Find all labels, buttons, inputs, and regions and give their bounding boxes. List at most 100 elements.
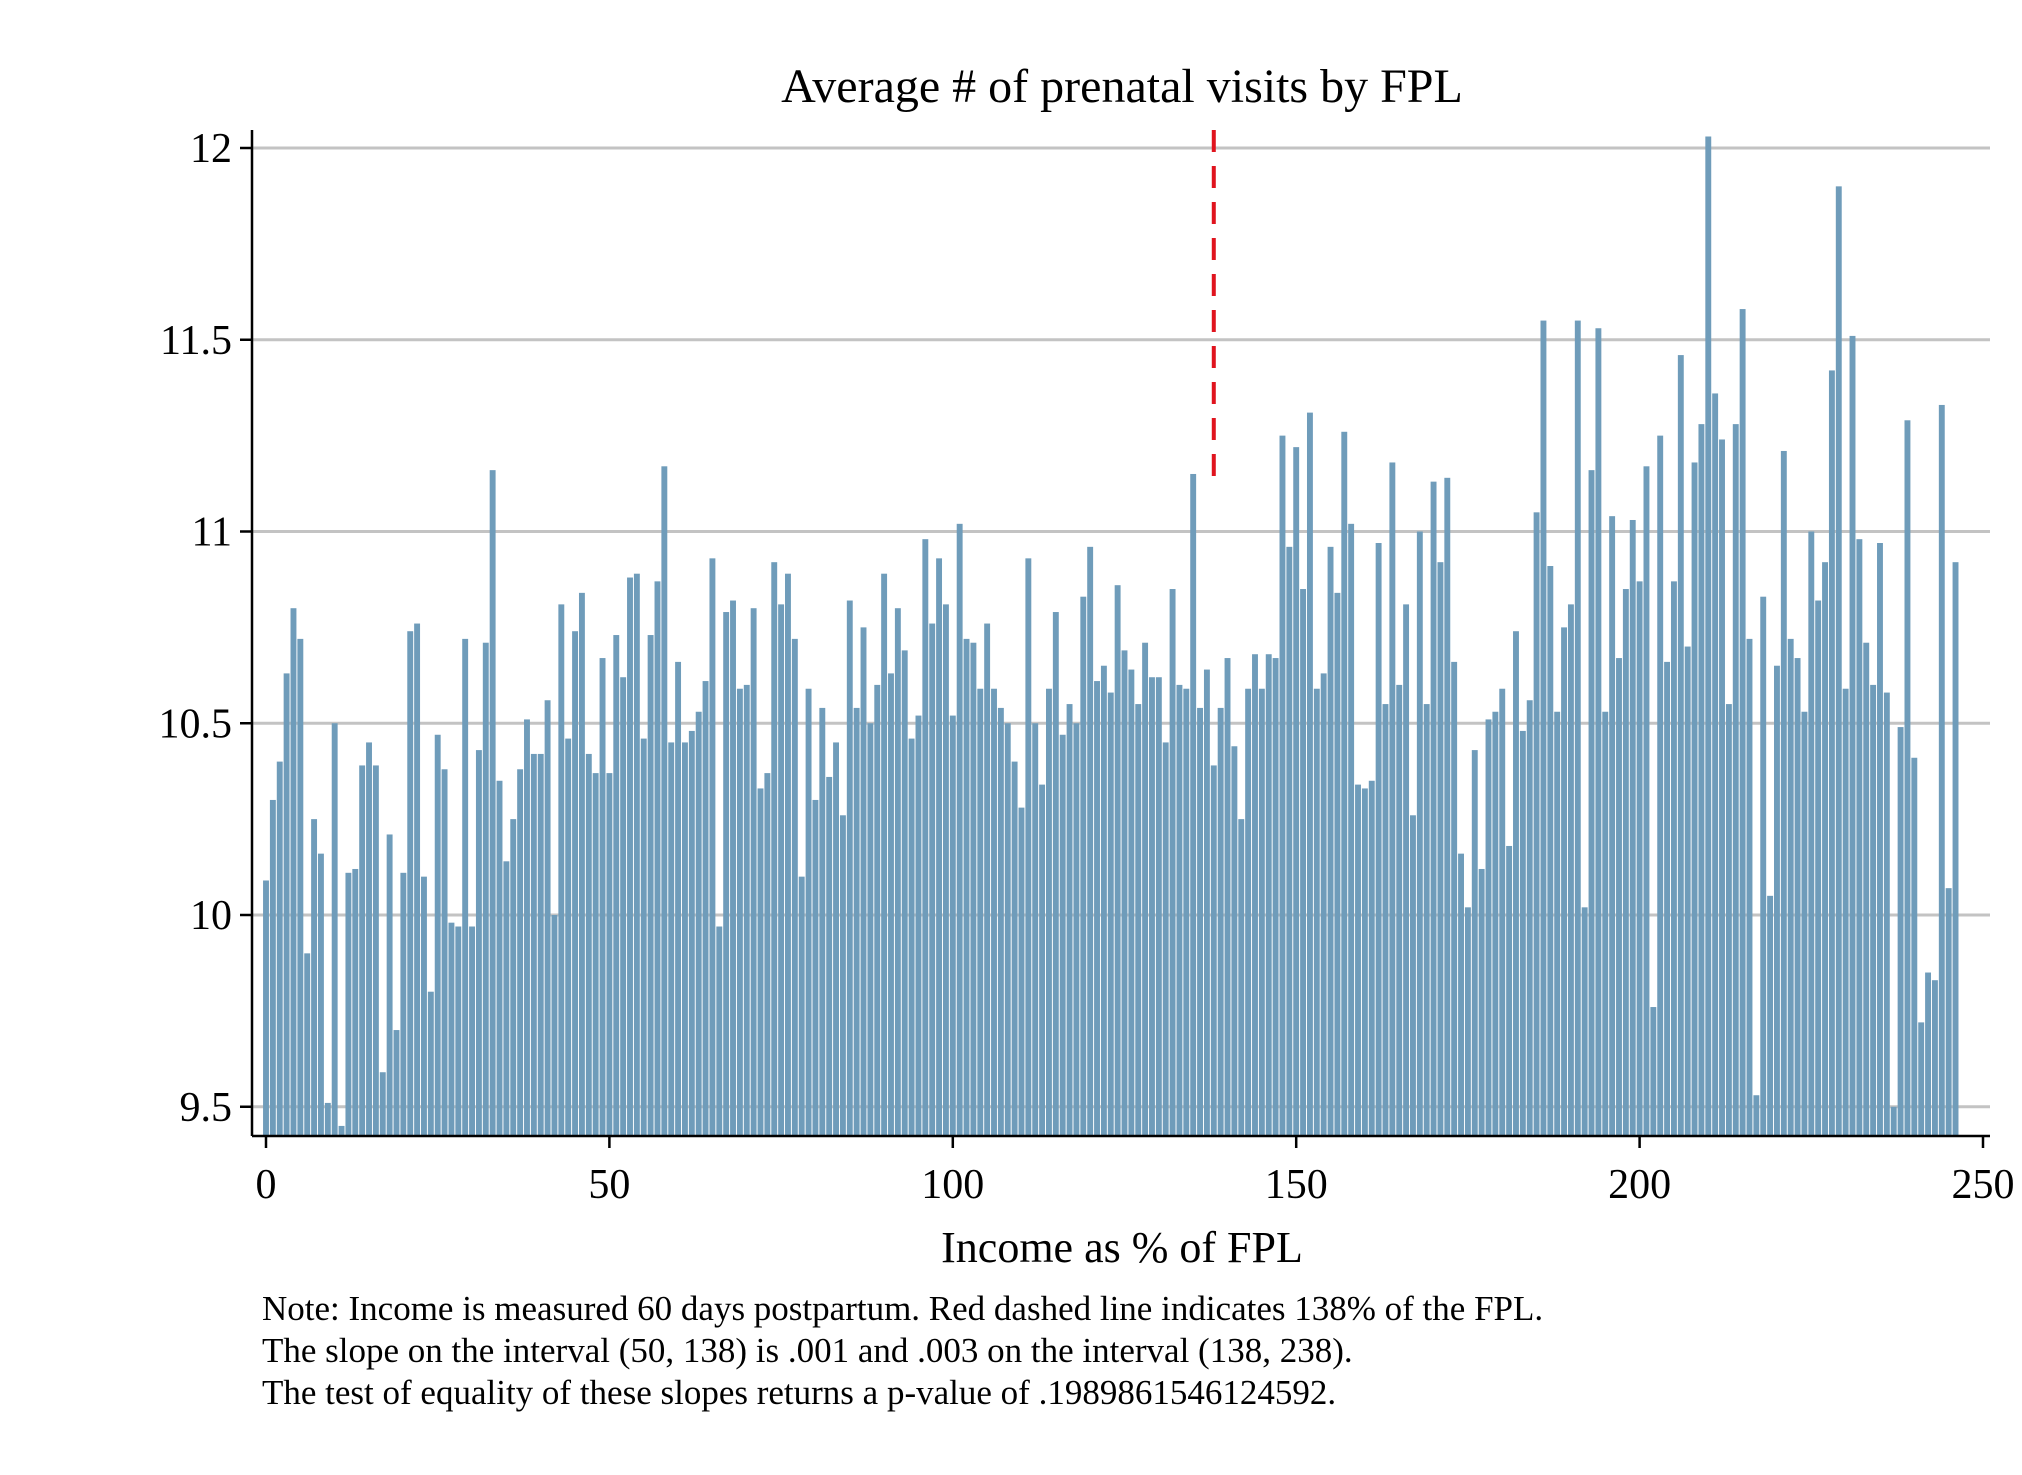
bar — [1252, 654, 1258, 1136]
bar — [1100, 665, 1107, 1136]
bar — [977, 688, 984, 1136]
bar — [565, 738, 572, 1136]
bar — [379, 1072, 386, 1136]
bar — [1176, 684, 1183, 1136]
bar — [317, 853, 324, 1136]
bar — [723, 612, 730, 1136]
bar — [1162, 742, 1169, 1136]
bar — [1396, 684, 1403, 1136]
bar — [1080, 596, 1087, 1136]
bar — [1107, 692, 1114, 1136]
bar — [592, 773, 599, 1136]
bar — [1313, 688, 1320, 1136]
bars — [263, 136, 1959, 1137]
bar — [929, 623, 936, 1136]
x-axis-label: Income as % of FPL — [941, 1223, 1303, 1272]
bar — [1416, 531, 1423, 1136]
x-tick-label: 50 — [588, 1162, 630, 1208]
bar — [1478, 868, 1485, 1136]
bar — [668, 742, 675, 1136]
bar — [1725, 704, 1732, 1136]
bar — [1430, 481, 1437, 1136]
bar — [1306, 412, 1313, 1136]
bar — [785, 573, 791, 1136]
bar — [1499, 688, 1506, 1136]
bar — [469, 926, 475, 1136]
bar — [1451, 661, 1458, 1136]
bar — [798, 876, 805, 1136]
bar — [585, 753, 592, 1136]
bar — [819, 707, 826, 1136]
bar — [984, 623, 991, 1136]
bar — [661, 466, 668, 1136]
bar — [1444, 477, 1451, 1136]
bar — [1760, 596, 1767, 1136]
bar — [606, 773, 613, 1136]
bar — [448, 922, 455, 1136]
bar — [1320, 673, 1327, 1136]
bar — [839, 815, 846, 1136]
bar — [338, 1125, 345, 1136]
bar — [812, 799, 819, 1136]
bar — [1334, 592, 1341, 1136]
bar — [1094, 681, 1100, 1136]
bar — [400, 872, 407, 1136]
bar — [1540, 320, 1547, 1136]
bar — [805, 688, 812, 1136]
bar — [304, 953, 311, 1136]
bar — [297, 638, 304, 1136]
bar — [1382, 704, 1389, 1136]
bar — [1629, 519, 1636, 1136]
bar — [647, 635, 654, 1136]
y-tick-label: 10 — [190, 893, 232, 939]
bar — [1052, 612, 1059, 1136]
chart-title: Average # of prenatal visits by FPL — [781, 60, 1463, 113]
bar — [949, 715, 956, 1136]
bar — [517, 769, 524, 1136]
bar — [1300, 589, 1307, 1136]
note-line-3: The test of equality of these slopes ret… — [262, 1373, 1337, 1412]
bar — [421, 876, 427, 1136]
note-line-1: Note: Income is measured 60 days postpar… — [262, 1289, 1544, 1328]
bar — [956, 523, 963, 1136]
bar — [1835, 186, 1842, 1137]
bar — [386, 834, 393, 1136]
bar — [997, 707, 1004, 1136]
bar — [1327, 546, 1334, 1136]
bar — [1952, 562, 1959, 1136]
bar — [1039, 784, 1046, 1136]
bar — [1403, 604, 1410, 1136]
bar — [1231, 746, 1238, 1136]
bar — [1361, 788, 1368, 1136]
bar — [846, 600, 853, 1136]
bar — [496, 780, 503, 1136]
bar — [1128, 669, 1135, 1136]
bar — [1142, 642, 1149, 1136]
bar — [1767, 895, 1774, 1136]
bar — [1877, 543, 1883, 1136]
bar — [1753, 1095, 1760, 1136]
y-tick-label: 9.5 — [180, 1085, 233, 1131]
bar — [1485, 719, 1492, 1136]
bar — [1210, 765, 1217, 1136]
bar — [702, 681, 709, 1136]
bar — [633, 573, 640, 1136]
y-tick-label: 10.5 — [159, 701, 233, 747]
bar — [1581, 907, 1588, 1136]
axes — [250, 130, 1990, 1138]
bar — [283, 673, 290, 1136]
bar — [716, 926, 723, 1136]
bar — [1059, 734, 1066, 1136]
bar — [1265, 654, 1272, 1136]
bar — [1025, 558, 1032, 1136]
bar — [1636, 581, 1643, 1136]
bar — [1066, 704, 1073, 1136]
bar — [503, 861, 510, 1136]
bar — [1705, 136, 1712, 1136]
bar — [1897, 727, 1904, 1136]
bar — [860, 627, 867, 1136]
bar — [482, 642, 489, 1136]
bar — [331, 723, 338, 1136]
